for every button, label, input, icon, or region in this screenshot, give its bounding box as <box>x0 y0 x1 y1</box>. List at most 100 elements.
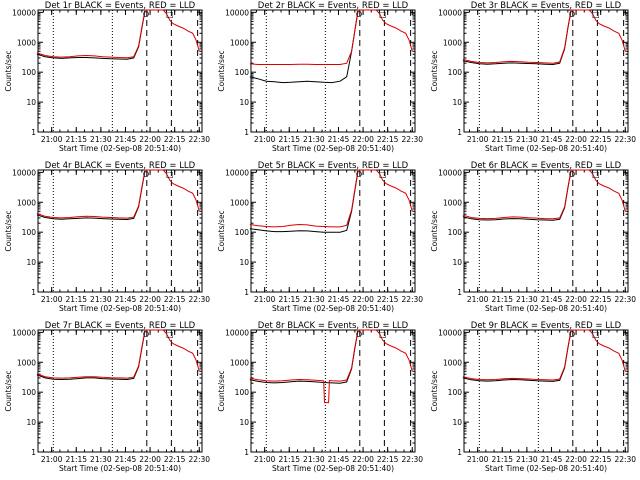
lld-series-line <box>462 169 626 220</box>
plot-frame <box>463 9 629 133</box>
x-tick-label: 21:45 <box>328 295 350 304</box>
x-tick-label: 22:15 <box>377 295 399 304</box>
y-axis-label: Counts/sec <box>217 210 226 251</box>
y-axis-label: Counts/sec <box>4 210 13 251</box>
x-tick-label: 22:30 <box>188 295 210 304</box>
x-axis-label: Start Time (02-Sep-08 20:51:40) <box>485 144 607 153</box>
x-tick-label: 22:15 <box>377 135 399 144</box>
x-tick-label: 22:30 <box>401 135 423 144</box>
x-tick-label: 21:30 <box>516 455 538 464</box>
circle-marker: O <box>569 170 575 179</box>
x-tick-label: 21:15 <box>278 135 300 144</box>
y-tick-label: 100 <box>22 388 37 397</box>
events-series-line <box>249 329 359 384</box>
lld-series-line <box>462 9 626 64</box>
y-tick-label: 1 <box>457 288 462 297</box>
square-marker: □ <box>379 330 387 339</box>
lld-series-line <box>36 169 200 219</box>
circle-marker: O <box>143 10 149 19</box>
lld-series-line <box>36 9 200 59</box>
lld-series-line <box>249 9 413 65</box>
y-tick-label: 100 <box>235 388 250 397</box>
x-tick-label: 21:45 <box>541 455 563 464</box>
circle-marker: O <box>356 330 362 339</box>
x-tick-label: 21:45 <box>328 455 350 464</box>
y-tick-label: 1000 <box>230 38 249 47</box>
x-tick-label: 21:45 <box>541 135 563 144</box>
x-tick-label: 21:15 <box>491 295 513 304</box>
x-tick-label: 21:45 <box>328 135 350 144</box>
x-tick-label: 22:30 <box>401 455 423 464</box>
x-tick-label: 22:15 <box>590 295 612 304</box>
y-tick-label: 100 <box>235 228 250 237</box>
y-tick-label: 10000 <box>225 8 249 17</box>
x-tick-label: 21:15 <box>278 295 300 304</box>
square-marker: □ <box>166 330 174 339</box>
x-tick-label: 22:15 <box>164 295 186 304</box>
lld-series-line <box>462 329 626 381</box>
x-tick-label: 21:45 <box>541 295 563 304</box>
plot-frame <box>250 9 416 133</box>
y-tick-label: 10 <box>26 258 36 267</box>
events-series-line <box>462 329 572 382</box>
events-series-line <box>249 9 359 84</box>
x-axis-label: Start Time (02-Sep-08 20:51:40) <box>272 464 394 473</box>
chart-panel-1: Det 1r BLACK = Events, RED = LLD 1 10 100 10… <box>4 1 210 153</box>
y-tick-label: 10 <box>239 258 249 267</box>
y-tick-label: 10000 <box>12 8 36 17</box>
y-tick-label: 100 <box>22 68 37 77</box>
x-axis-label: Start Time (02-Sep-08 20:51:40) <box>59 304 181 313</box>
x-tick-label: 22:15 <box>590 455 612 464</box>
y-tick-label: 10000 <box>438 168 462 177</box>
chart-panel-5: Det 5r BLACK = Events, RED = LLD 1 10 100 10… <box>217 161 423 313</box>
x-tick-label: 22:00 <box>565 455 587 464</box>
y-tick-label: 1000 <box>230 198 249 207</box>
x-tick-label: 22:30 <box>401 295 423 304</box>
chart-panel-2: Det 2r BLACK = Events, RED = LLD 1 10 100 10… <box>217 1 423 153</box>
circle-marker: O <box>569 10 575 19</box>
y-tick-label: 1 <box>244 128 249 137</box>
lld-series-line <box>249 169 413 228</box>
x-tick-label: 21:00 <box>467 135 489 144</box>
x-tick-label: 22:15 <box>377 455 399 464</box>
y-tick-label: 10000 <box>12 328 36 337</box>
x-tick-label: 21:30 <box>90 135 112 144</box>
x-tick-label: 22:30 <box>614 135 636 144</box>
y-tick-label: 1 <box>31 288 36 297</box>
plot-frame <box>463 329 629 453</box>
x-tick-label: 21:00 <box>467 455 489 464</box>
y-axis-label: Counts/sec <box>430 370 439 411</box>
y-axis-label: Counts/sec <box>217 370 226 411</box>
y-tick-label: 1 <box>457 448 462 457</box>
square-marker: □ <box>592 170 600 179</box>
y-tick-label: 100 <box>22 228 37 237</box>
y-tick-label: 1000 <box>443 38 462 47</box>
plot-frame <box>37 329 203 453</box>
chart-title: Det 9r BLACK = Events, RED = LLD <box>471 321 622 331</box>
x-tick-label: 21:00 <box>254 455 276 464</box>
y-tick-label: 10000 <box>438 328 462 337</box>
x-tick-label: 22:30 <box>188 135 210 144</box>
chart-panel-4: Det 4r BLACK = Events, RED = LLD 1 10 100 10… <box>4 161 210 313</box>
x-axis-label: Start Time (02-Sep-08 20:51:40) <box>485 304 607 313</box>
x-tick-label: 21:00 <box>41 135 63 144</box>
chart-panel-9: Det 9r BLACK = Events, RED = LLD 1 10 100 10… <box>430 321 636 473</box>
x-tick-label: 21:30 <box>303 455 325 464</box>
y-tick-label: 1 <box>244 448 249 457</box>
chart-panel-8: Det 8r BLACK = Events, RED = LLD 1 10 100 10… <box>217 321 423 473</box>
chart-title: Det 6r BLACK = Events, RED = LLD <box>471 161 622 171</box>
circle-marker: O <box>569 330 575 339</box>
x-tick-label: 21:30 <box>303 135 325 144</box>
x-tick-label: 21:00 <box>41 455 63 464</box>
y-tick-label: 10000 <box>438 8 462 17</box>
lld-series-line <box>36 329 200 379</box>
y-tick-label: 1000 <box>17 358 36 367</box>
y-tick-label: 10000 <box>12 168 36 177</box>
plot-frame <box>250 169 416 293</box>
square-marker: □ <box>379 170 387 179</box>
y-tick-label: 1 <box>457 128 462 137</box>
x-tick-label: 22:15 <box>590 135 612 144</box>
x-tick-label: 21:15 <box>491 455 513 464</box>
y-tick-label: 100 <box>448 228 463 237</box>
square-marker: □ <box>592 10 600 19</box>
